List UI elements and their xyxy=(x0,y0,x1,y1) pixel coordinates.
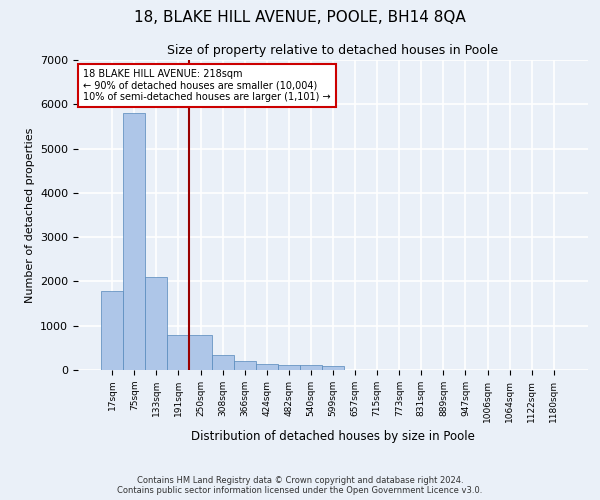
Text: 18, BLAKE HILL AVENUE, POOLE, BH14 8QA: 18, BLAKE HILL AVENUE, POOLE, BH14 8QA xyxy=(134,10,466,25)
Bar xyxy=(101,291,123,370)
Text: Contains HM Land Registry data © Crown copyright and database right 2024.
Contai: Contains HM Land Registry data © Crown c… xyxy=(118,476,482,495)
Title: Size of property relative to detached houses in Poole: Size of property relative to detached ho… xyxy=(167,44,499,58)
Bar xyxy=(322,366,344,370)
Bar xyxy=(145,278,167,370)
Bar xyxy=(256,364,278,370)
Bar xyxy=(233,362,256,370)
Bar xyxy=(190,334,212,370)
Bar xyxy=(300,365,322,370)
Text: 18 BLAKE HILL AVENUE: 218sqm
← 90% of detached houses are smaller (10,004)
10% o: 18 BLAKE HILL AVENUE: 218sqm ← 90% of de… xyxy=(83,70,331,102)
Bar xyxy=(212,355,233,370)
Bar xyxy=(167,334,190,370)
Y-axis label: Number of detached properties: Number of detached properties xyxy=(25,128,35,302)
X-axis label: Distribution of detached houses by size in Poole: Distribution of detached houses by size … xyxy=(191,430,475,443)
Bar xyxy=(278,365,300,370)
Bar xyxy=(123,113,145,370)
